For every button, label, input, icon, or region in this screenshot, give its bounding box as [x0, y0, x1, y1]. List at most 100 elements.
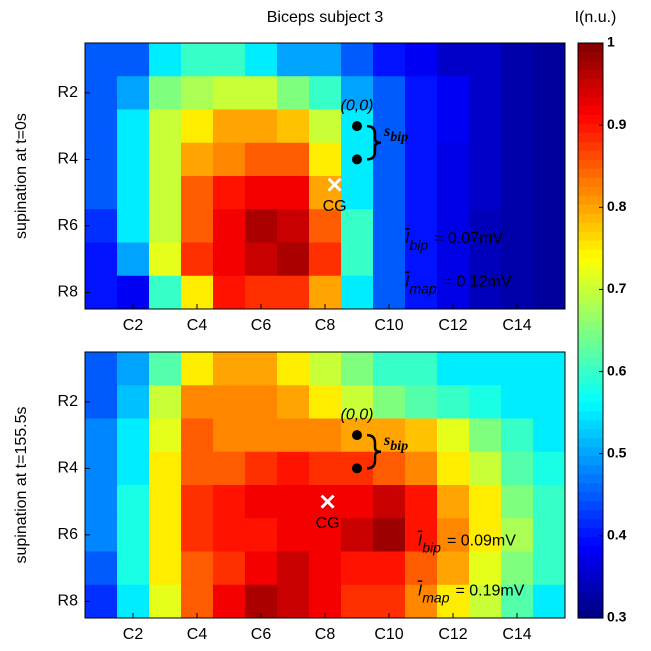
- heatmap-cell: [277, 242, 310, 277]
- x-tick-label: C14: [502, 626, 531, 643]
- colorbar-segment: [578, 132, 603, 143]
- heatmap-cell: [373, 43, 406, 77]
- heatmap-cell: [437, 551, 470, 586]
- colorbar-segment: [578, 501, 603, 511]
- heatmap-cell: [533, 109, 566, 144]
- heatmap-cell: [85, 518, 118, 552]
- heatmap-cell: [437, 142, 470, 177]
- s-symbol: s: [383, 123, 390, 140]
- heatmap-cell: [149, 485, 182, 519]
- heatmap-cell: [277, 275, 310, 310]
- colorbar-label: I(n.u.): [575, 9, 617, 26]
- heatmap-cell: [117, 109, 150, 144]
- colorbar-segment: [578, 51, 603, 62]
- heatmap-cell: [437, 176, 470, 210]
- heatmap-cell: [245, 43, 278, 77]
- heatmap-cell: [181, 352, 214, 386]
- x-tick-label: C12: [438, 626, 467, 643]
- colorbar-segment: [578, 465, 603, 475]
- heatmap-cell: [213, 76, 246, 110]
- subscript: bip: [409, 237, 428, 253]
- heatmap-cell: [405, 209, 438, 243]
- heatmap-cell: [533, 551, 566, 586]
- brace: [366, 124, 382, 161]
- heatmap-cell: [437, 518, 470, 552]
- heatmap-cell: [277, 142, 310, 177]
- heatmap-cell: [405, 352, 438, 386]
- heatmap-cell: [85, 209, 118, 243]
- heatmap-cell: [85, 485, 118, 519]
- heatmap-cell: [309, 451, 342, 486]
- heatmap-cell: [85, 584, 118, 619]
- x-tick-label: C6: [251, 626, 272, 643]
- heatmap-cell: [181, 451, 214, 486]
- heatmap-cell: [469, 385, 502, 419]
- heatmap-cell: [437, 209, 470, 243]
- subscript: bip: [422, 539, 441, 555]
- colorbar-segment: [578, 348, 603, 359]
- value-text: = 0.09mV: [447, 533, 516, 550]
- colorbar-segment: [578, 303, 603, 314]
- heatmap-cell: [85, 142, 118, 177]
- colorbar-segment: [578, 609, 603, 619]
- heatmap-cell: [501, 209, 534, 243]
- heatmap-cell: [469, 352, 502, 386]
- heatmap-cell: [501, 518, 534, 552]
- heatmap-cell: [213, 418, 246, 453]
- heatmap-cell: [149, 518, 182, 552]
- heatmap-cell: [405, 418, 438, 453]
- heatmap-cell: [277, 551, 310, 586]
- value-text: = 0.19mV: [455, 583, 524, 600]
- heatmap-cell: [469, 275, 502, 310]
- heatmap-cell: [469, 242, 502, 277]
- heatmap-cell: [405, 551, 438, 586]
- heatmap-cell: [533, 209, 566, 243]
- heatmap-cell: [469, 76, 502, 110]
- heatmap-cell: [373, 352, 406, 386]
- heatmap-cell: [341, 209, 374, 243]
- heatmap-cell: [341, 385, 374, 419]
- colorbar-segment: [578, 150, 603, 161]
- heatmap-cell: [277, 209, 310, 243]
- heatmap-cell: [149, 352, 182, 386]
- colorbar-segment: [578, 294, 603, 305]
- heatmap-cell: [341, 352, 374, 386]
- heatmap-cell: [149, 142, 182, 177]
- heatmap-cell: [405, 242, 438, 277]
- heatmap-cell: [245, 76, 278, 110]
- heatmap-cell: [533, 142, 566, 177]
- colorbar-segment: [578, 267, 603, 278]
- heatmap-cell: [533, 43, 566, 77]
- heatmap-cell: [501, 176, 534, 210]
- heatmap-cell: [117, 584, 150, 619]
- heatmap-cell: [309, 584, 342, 619]
- colorbar-tick-label: 0.5: [607, 444, 627, 460]
- colorbar-segment: [578, 474, 603, 484]
- heatmap-cell: [405, 176, 438, 210]
- heatmap-cell: [405, 385, 438, 419]
- heatmap-cell: [501, 485, 534, 519]
- x-tick-label: C10: [374, 626, 403, 643]
- colorbar-segment: [578, 339, 603, 350]
- heatmap-cell: [149, 584, 182, 619]
- heatmap-cell: [373, 176, 406, 210]
- heatmap-cell: [405, 518, 438, 552]
- colorbar-segment: [578, 87, 603, 98]
- colorbar-segment: [578, 582, 603, 592]
- heatmap-cell: [85, 275, 118, 310]
- colorbar-segment: [578, 537, 603, 547]
- heatmap-cell: [117, 385, 150, 419]
- heatmap-cell: [85, 418, 118, 453]
- heatmap-cell: [501, 275, 534, 310]
- heatmap-cell: [437, 385, 470, 419]
- heatmap-cell: [405, 43, 438, 77]
- heatmap-cell: [405, 584, 438, 619]
- heatmap-cell: [181, 584, 214, 619]
- colorbar-segment: [578, 366, 603, 377]
- colorbar-segment: [578, 312, 603, 323]
- value-text: = 0.07mV: [434, 230, 503, 247]
- s-symbol: s: [383, 432, 390, 449]
- heatmap-cell: [213, 352, 246, 386]
- s-subscript: bip: [390, 439, 408, 454]
